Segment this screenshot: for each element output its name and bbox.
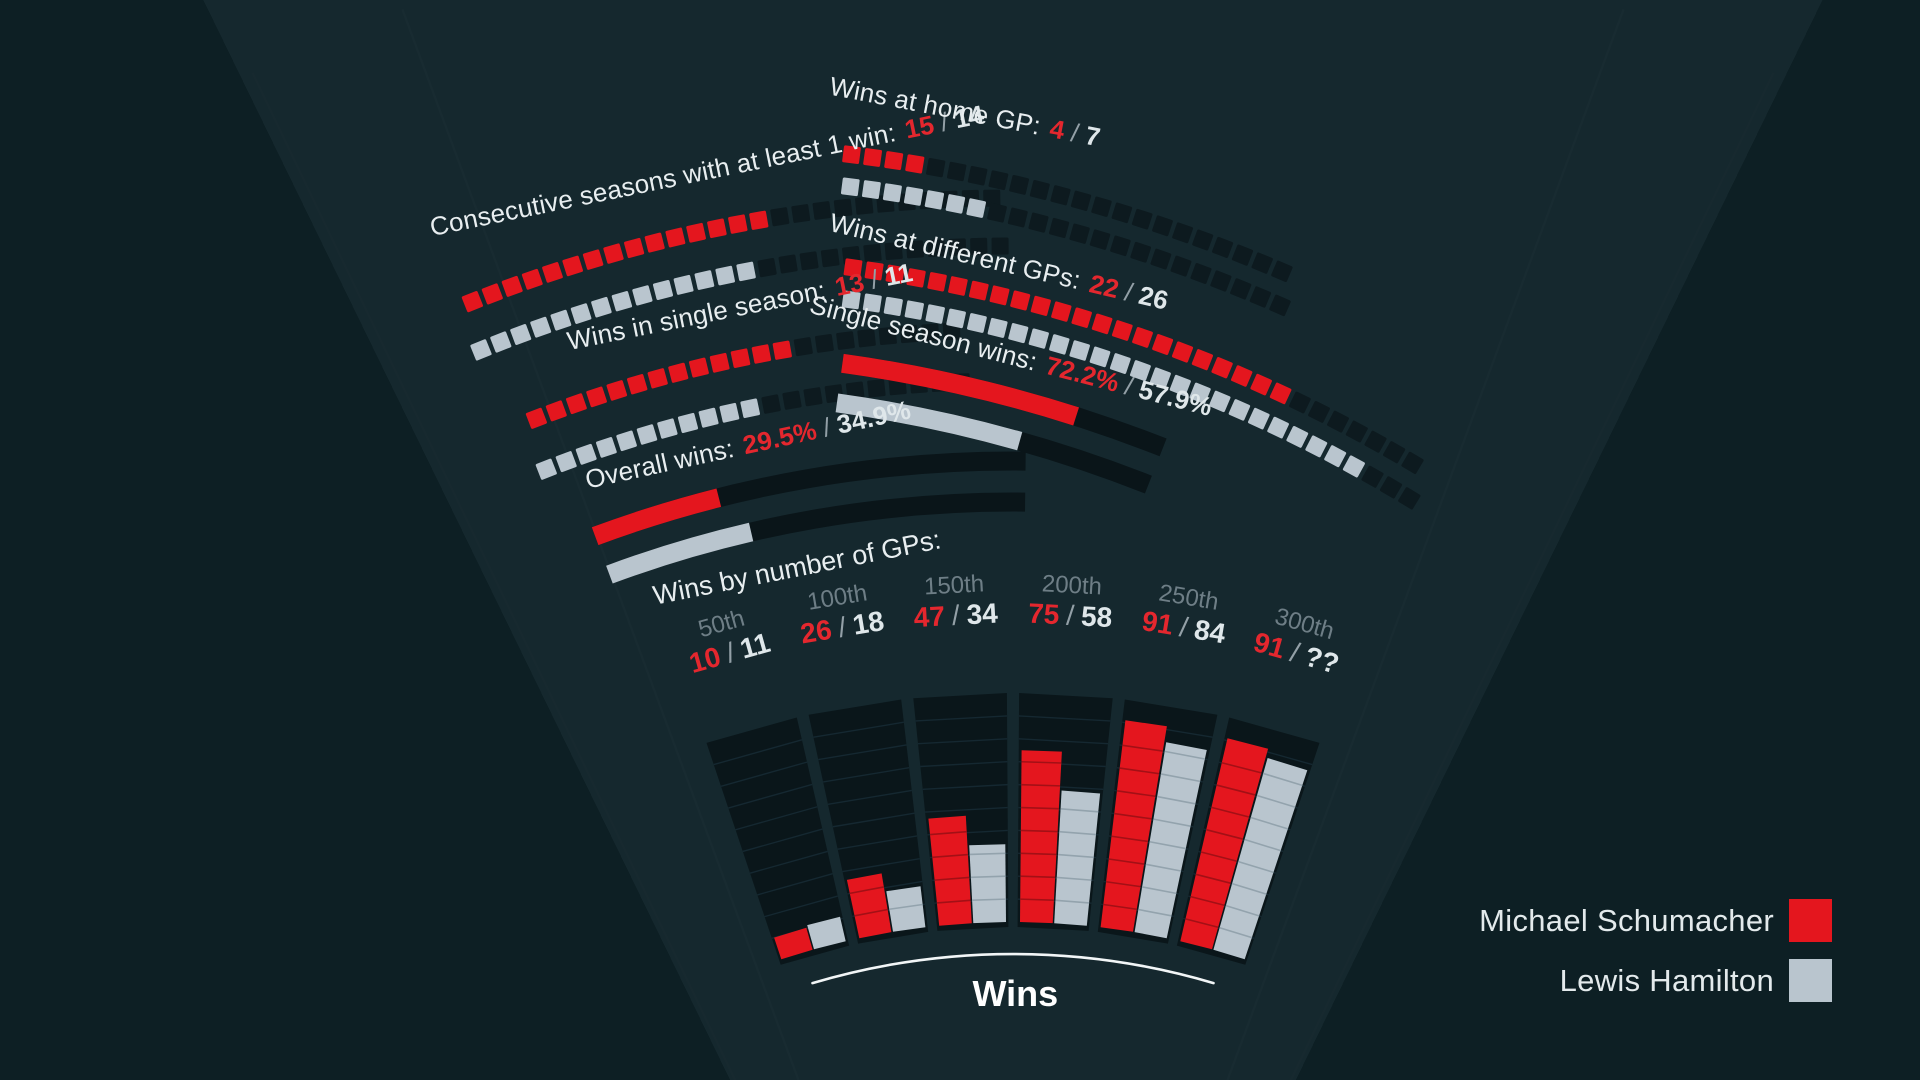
gp-bar-lh-250th [1134, 742, 1207, 939]
gp-bar-ms-100th [846, 873, 892, 939]
pct-bar-overall_wins-ms [591, 451, 1026, 546]
gp-bar-lh-50th [807, 916, 846, 950]
schumacher-color-swatch [1789, 899, 1832, 942]
dot-row-consecutive_seasons-lh [470, 237, 1009, 361]
pct-bar-single_season_pct-ms [841, 353, 1167, 457]
gp-bar-ms-150th [928, 815, 972, 926]
gp-bar-ms-300th [1180, 738, 1269, 950]
gp-bar-ms-50th [774, 927, 813, 960]
gp-bar-lh-300th [1213, 758, 1308, 960]
legend-item-schumacher: Michael Schumacher [1479, 899, 1832, 942]
gp-label: 200th [1041, 569, 1103, 601]
gp-values: 47/34 [912, 597, 999, 633]
legend: Michael Schumacher Lewis Hamilton [1479, 899, 1832, 1002]
dot-row-different_gps-lh [841, 290, 1421, 510]
dot-row-single_season_count-ms [525, 322, 961, 429]
gp-category-150th: 150th 47/34 [911, 569, 999, 633]
gp-bar-ms-250th [1100, 720, 1167, 932]
value-separator: / [1069, 117, 1083, 149]
gp-bar-lh-200th [1054, 790, 1101, 926]
dot-row-different_gps-ms [843, 258, 1424, 474]
pct-bar-overall_wins-lh [606, 492, 1026, 584]
fan-rays [251, 8, 1775, 1080]
gp-bar-lh-100th [886, 886, 926, 932]
gp-bar-lh-150th [969, 844, 1006, 924]
ms-value: 22 [1086, 268, 1122, 305]
legend-item-hamilton: Lewis Hamilton [1560, 959, 1832, 1002]
gp-bar-ms-200th [1020, 750, 1062, 924]
dot-row-home_gp-ms [842, 145, 1293, 282]
baseline-arc [811, 952, 1215, 985]
lh-value: 11 [882, 257, 916, 293]
gp-category-200th: 200th 75/58 [1027, 570, 1114, 633]
value-separator: / [1121, 276, 1136, 308]
gp-label: 150th [923, 569, 985, 601]
legend-label: Lewis Hamilton [1559, 962, 1774, 998]
pct-bar-single_season_pct-lh [835, 393, 1152, 494]
value-separator: / [1121, 370, 1136, 402]
ms-value: 4 [1047, 113, 1068, 146]
value-separator: / [868, 264, 882, 296]
gp-values: 75/58 [1027, 597, 1114, 633]
wins-axis-label: Wins [972, 973, 1059, 1014]
dot-row-home_gp-lh [840, 177, 1291, 317]
legend-label: Michael Schumacher [1479, 902, 1774, 938]
value-separator: / [819, 411, 834, 443]
hamilton-color-swatch [1789, 959, 1832, 1002]
